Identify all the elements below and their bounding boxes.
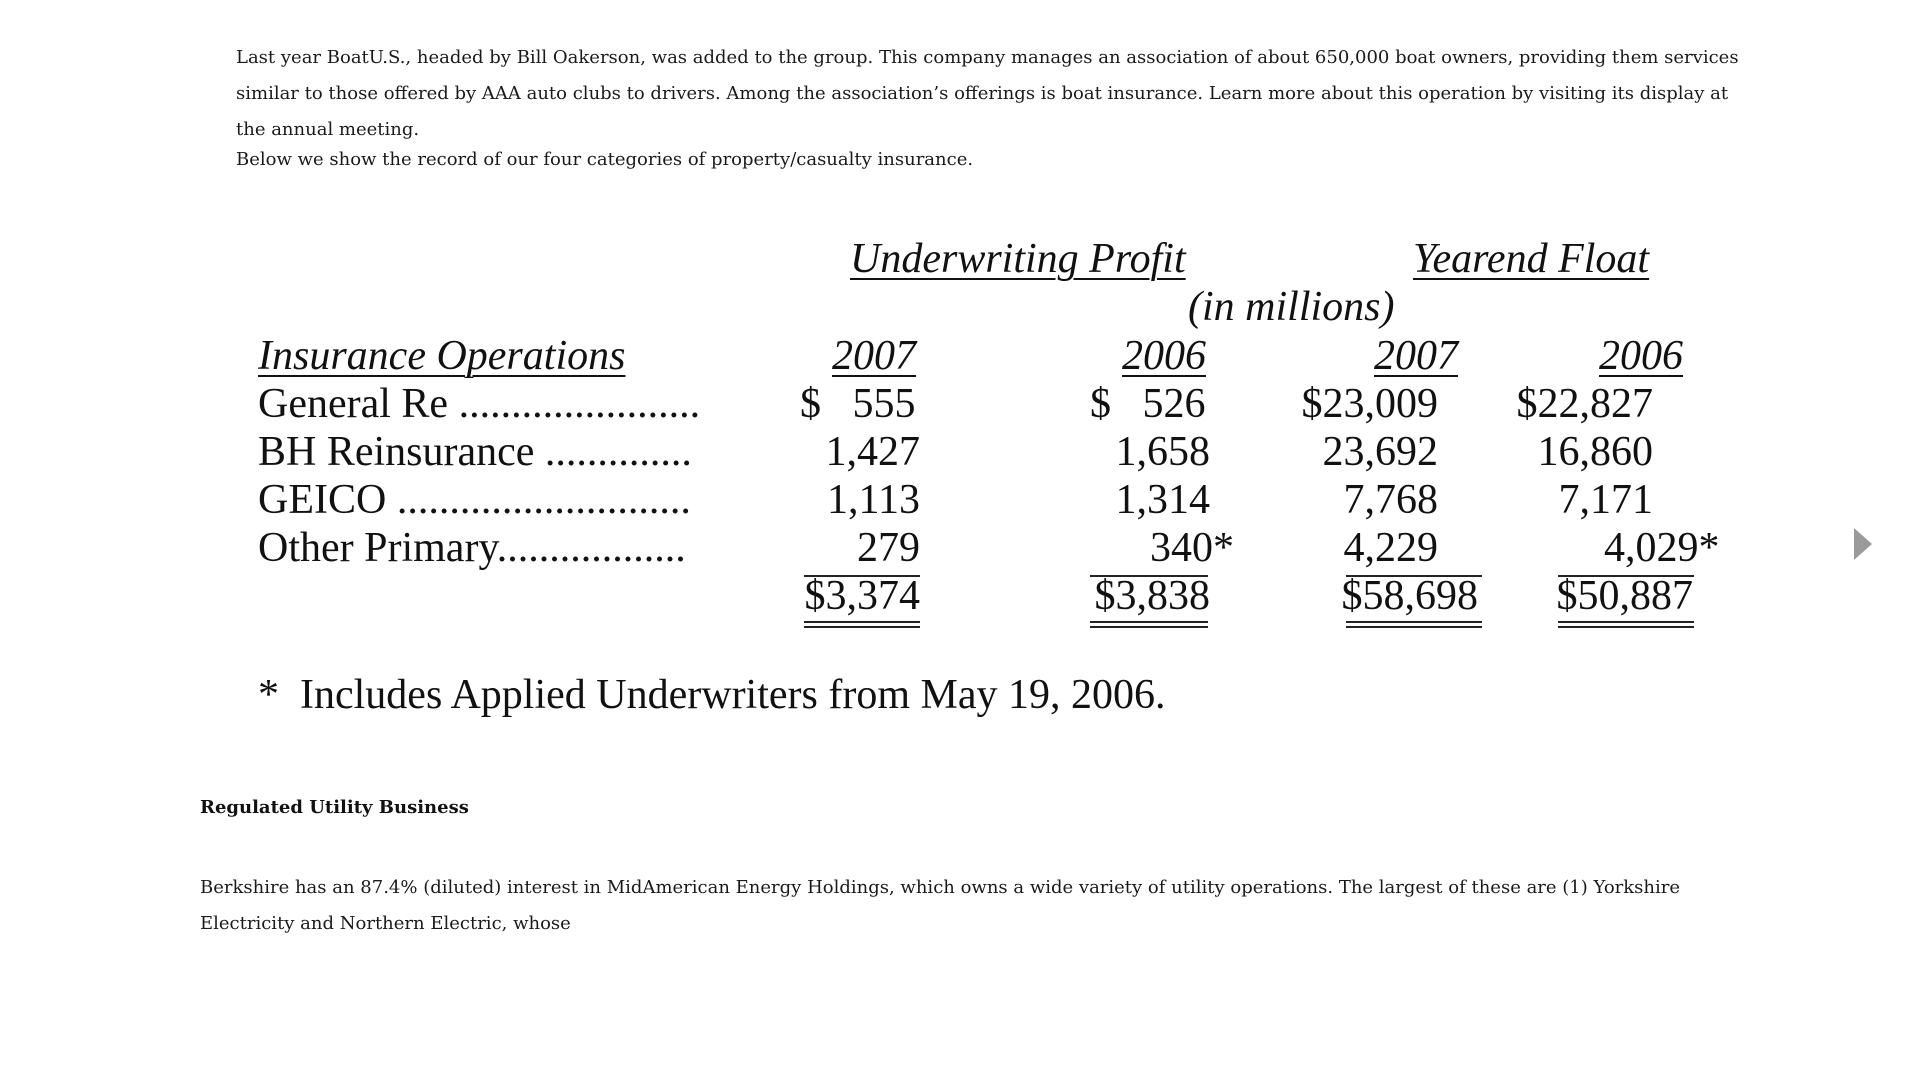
total-cell: $3,374 [804,573,921,619]
table-cell: 16,860 [1537,429,1654,475]
total-double-rule [1558,621,1694,623]
table-cell: 4,029* [1604,525,1720,571]
insurance-table: Underwriting Profit Yearend Float (in mi… [250,235,1730,735]
table-cell: 23,692 [1322,429,1439,475]
total-double-rule [1346,621,1482,623]
total-cell: $58,698 [1341,573,1479,619]
total-double-rule [1090,626,1208,628]
column-header-year: 2007 [832,333,916,379]
table-cell: 1,113 [827,477,920,523]
units-label: (in millions) [1188,284,1395,330]
subtotal-rule [804,575,920,577]
column-header-operations: Insurance Operations [258,333,626,379]
subtotal-rule [1090,575,1208,577]
table-cell: 279 [857,525,920,571]
table-cell: 7,171 [1558,477,1654,523]
group-header-float: Yearend Float [1413,236,1650,282]
table-cell: $ 526 [1090,381,1206,427]
table-cell: 1,314 [1115,477,1211,523]
total-double-rule [1346,626,1482,628]
column-header-year: 2007 [1374,333,1458,379]
subtotal-rule [1346,575,1482,577]
total-double-rule [804,621,920,623]
column-header-year: 2006 [1599,333,1683,379]
table-footnote: * Includes Applied Underwriters from May… [258,672,1166,718]
paragraph-utility: Berkshire has an 87.4% (diluted) interes… [200,877,1681,934]
row-label: BH Reinsurance .............. [258,429,692,475]
table-cell: $22,827 [1516,381,1654,427]
table-cell: 340* [1150,525,1234,571]
table-cell: $ 555 [800,381,916,427]
total-double-rule [1090,621,1208,623]
row-label: Other Primary.................. [258,525,686,571]
paragraph-table-intro: Below we show the record of our four cat… [236,149,974,170]
table-cell: 4,229 [1343,525,1439,571]
table-cell: $23,009 [1301,381,1439,427]
total-cell: $50,887 [1556,573,1694,619]
section-heading: Regulated Utility Business [200,797,469,818]
table-cell: 1,427 [825,429,921,475]
table-cell: 7,768 [1343,477,1439,523]
row-label: GEICO ............................ [258,477,691,523]
column-header-year: 2006 [1122,333,1206,379]
total-double-rule [1558,626,1694,628]
total-cell: $3,838 [1094,573,1211,619]
paragraph-boatus: Last year BoatU.S., headed by Bill Oaker… [236,47,1739,140]
group-header-underwriting: Underwriting Profit [850,236,1186,282]
row-label: General Re ....................... [258,381,701,427]
total-double-rule [804,626,920,628]
next-page-arrow-icon[interactable] [1854,528,1872,560]
subtotal-rule [1558,575,1694,577]
table-cell: 1,658 [1115,429,1211,475]
